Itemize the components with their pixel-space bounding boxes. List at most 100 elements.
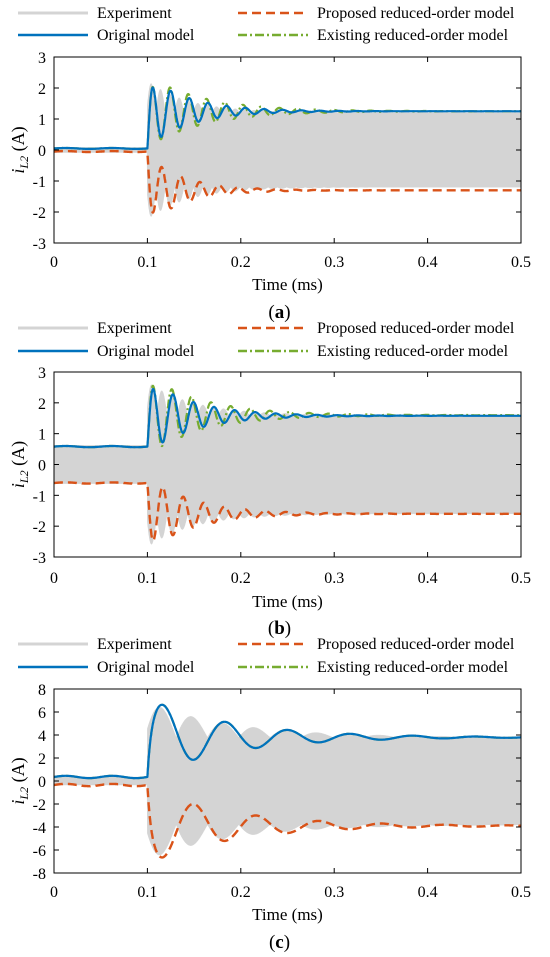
y-tick-label: -8 (33, 866, 46, 883)
x-tick-label: 0.4 (418, 570, 438, 587)
y-tick-label: 1 (38, 427, 46, 444)
y-tick-label: -1 (33, 174, 46, 191)
y-tick-label: -2 (33, 205, 46, 222)
panel-a: Experiment Proposed reduced-order model Or… (8, 5, 531, 323)
y-axis-label: iL2 (A) (8, 126, 31, 173)
x-tick-label: 0.2 (231, 254, 251, 271)
x-tick-label: 0.3 (324, 884, 344, 901)
series-experiment (54, 83, 521, 217)
y-tick-label: 2 (38, 396, 46, 413)
series-experiment (54, 384, 521, 545)
x-tick-label: 0.5 (511, 570, 531, 587)
legend-label-existing: Existing reduced-order model (317, 343, 509, 360)
y-label-sub: L2 (17, 787, 31, 801)
legend-label-proposed: Proposed reduced-order model (317, 320, 515, 337)
x-tick-label: 0.1 (137, 254, 157, 271)
panel-label: (c) (269, 932, 290, 953)
x-tick-label: 0.3 (324, 254, 344, 271)
x-tick-label: 0 (50, 884, 58, 901)
series-proposed (54, 481, 521, 542)
y-tick-label: 0 (38, 774, 46, 791)
panel-letter: a (275, 302, 285, 323)
legend-label-experiment: Experiment (97, 5, 172, 22)
x-tick-label: 0.2 (231, 570, 251, 587)
plot-area (54, 384, 521, 545)
y-label-main: i (8, 800, 28, 805)
y-label-main: i (8, 169, 28, 174)
y-tick-label: 6 (38, 705, 46, 722)
legend-label-existing: Existing reduced-order model (317, 659, 509, 676)
y-tick-label: 2 (38, 81, 46, 98)
legend: Experiment Proposed reduced-order model Or… (18, 320, 515, 360)
y-tick-label: 2 (38, 751, 46, 768)
y-tick-label: -6 (33, 843, 46, 860)
y-tick-label: -1 (33, 488, 46, 505)
x-tick-label: 0 (50, 570, 58, 587)
legend-item-proposed: Proposed reduced-order model (238, 5, 515, 22)
legend-item-experiment: Experiment (18, 320, 172, 337)
y-tick-label: 8 (38, 682, 46, 699)
series-experiment (54, 706, 521, 856)
y-tick-label: -2 (33, 797, 46, 814)
series-original (54, 703, 521, 780)
y-tick-label: 0 (38, 458, 46, 475)
x-axis-label: Time (ms) (252, 592, 323, 611)
x-tick-label: 0.1 (137, 570, 157, 587)
legend-item-original: Original model (18, 659, 195, 676)
legend-label-proposed: Proposed reduced-order model (317, 5, 515, 22)
panel-label: (b) (268, 618, 291, 639)
x-tick-label: 0.4 (418, 884, 438, 901)
y-label-unit: (A) (8, 441, 29, 471)
panel-letter: c (275, 932, 283, 953)
x-tick-label: 0.5 (511, 254, 531, 271)
legend-item-existing: Existing reduced-order model (238, 343, 509, 360)
legend-label-experiment: Experiment (97, 636, 172, 653)
series-original (54, 86, 521, 150)
x-tick-label: 0.1 (137, 884, 157, 901)
plot-area (54, 703, 521, 859)
legend-item-existing: Existing reduced-order model (238, 659, 509, 676)
legend-label-original: Original model (97, 343, 195, 360)
series-proposed (54, 782, 521, 859)
legend-item-existing: Existing reduced-order model (238, 27, 509, 44)
panel-label: (a) (268, 302, 290, 323)
legend-label-proposed: Proposed reduced-order model (317, 636, 515, 653)
panel-c: Experiment Proposed reduced-order model Or… (8, 636, 531, 953)
series-original (54, 387, 521, 449)
y-tick-label: 4 (38, 728, 46, 745)
y-tick-label: -3 (33, 236, 46, 253)
plot-area (54, 83, 521, 217)
legend: Experiment Proposed reduced-order model Or… (18, 636, 515, 676)
legend-item-original: Original model (18, 27, 195, 44)
legend-label-original: Original model (97, 27, 195, 44)
x-axis-label: Time (ms) (252, 275, 323, 294)
legend-item-experiment: Experiment (18, 5, 172, 22)
y-label-sub: L2 (17, 156, 31, 170)
y-tick-label: 3 (38, 365, 46, 382)
y-label-sub: L2 (17, 470, 31, 484)
x-axis-label: Time (ms) (252, 905, 323, 924)
legend: Experiment Proposed reduced-order model Or… (18, 5, 515, 44)
y-tick-label: -3 (33, 550, 46, 567)
x-tick-label: 0.3 (324, 570, 344, 587)
legend-item-experiment: Experiment (18, 636, 172, 653)
y-tick-label: -4 (33, 820, 46, 837)
x-tick-label: 0.5 (511, 884, 531, 901)
y-label-main: i (8, 483, 28, 488)
legend-item-proposed: Proposed reduced-order model (238, 320, 515, 337)
legend-label-original: Original model (97, 659, 195, 676)
y-tick-label: 3 (38, 50, 46, 67)
x-tick-label: 0 (50, 254, 58, 271)
panel-letter: b (274, 618, 285, 639)
panel-b: Experiment Proposed reduced-order model Or… (8, 320, 531, 639)
x-tick-label: 0.2 (231, 884, 251, 901)
x-tick-label: 0.4 (418, 254, 438, 271)
y-tick-label: 0 (38, 143, 46, 160)
legend-item-original: Original model (18, 343, 195, 360)
y-axis-label: iL2 (A) (8, 441, 31, 488)
legend-label-experiment: Experiment (97, 320, 172, 337)
legend-label-existing: Existing reduced-order model (317, 27, 509, 44)
y-tick-label: -2 (33, 519, 46, 536)
y-label-unit: (A) (8, 757, 29, 787)
